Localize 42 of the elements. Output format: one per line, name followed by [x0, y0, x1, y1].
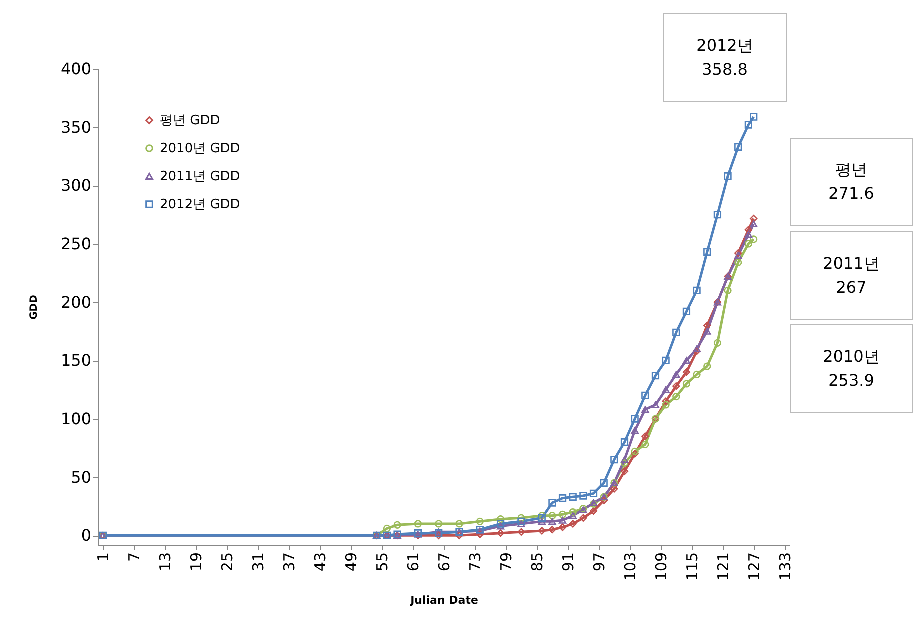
x-tick-label: 79 — [497, 552, 516, 572]
text: 2010년 253.9 — [822, 346, 881, 392]
x-tick-label: 97 — [590, 552, 608, 572]
legend-label: 2010년 GDD — [160, 142, 240, 156]
legend-label: 2011년 GDD — [160, 170, 240, 184]
x-tick-label: 7 — [126, 552, 144, 562]
y-tick-label: 150 — [60, 351, 92, 370]
x-tick-label: 13 — [156, 552, 175, 572]
x-tick-label: 91 — [559, 552, 578, 572]
y-tick-label: 350 — [60, 118, 92, 137]
x-tick-label: 127 — [745, 552, 764, 582]
y-tick-label: 100 — [60, 410, 92, 428]
x-tick-label: 37 — [280, 552, 299, 572]
x-tick-label: 103 — [621, 552, 640, 582]
x-tick-label: 67 — [436, 552, 454, 572]
y-axis-title: GDD — [28, 295, 40, 320]
annotation: 2012년 358.8 — [696, 34, 754, 80]
x-tick-label: 43 — [312, 552, 330, 572]
x-tick-label: 115 — [683, 552, 702, 582]
y-tick-label: 50 — [71, 468, 92, 487]
x-tick-label: 133 — [776, 552, 794, 582]
x-tick-label: 85 — [528, 552, 546, 572]
text: 2011년 267 — [822, 252, 881, 298]
x-tick-label: 55 — [374, 552, 392, 572]
x-tick-label: 19 — [188, 552, 206, 572]
legend-label: 2012년 GDD — [160, 198, 240, 212]
x-axis-title: Julian Date — [410, 594, 478, 608]
y-tick-label: 400 — [60, 60, 92, 78]
y-tick-label: 300 — [60, 176, 92, 196]
x-tick-label: 49 — [342, 552, 361, 572]
x-tick-label: 31 — [250, 552, 268, 572]
x-tick-label: 121 — [714, 552, 732, 582]
y-tick-label: 250 — [60, 234, 92, 254]
x-tick-label: 109 — [652, 552, 670, 582]
text: 평년 271.6 — [828, 159, 876, 205]
legend-label: 평년 GDD — [160, 114, 220, 128]
x-tick-label: 1 — [94, 552, 113, 562]
x-tick-label: 25 — [218, 552, 237, 572]
y-tick-label: 0 — [81, 526, 92, 546]
x-tick-label: 73 — [466, 552, 484, 572]
y-tick-label: 200 — [60, 292, 92, 312]
x-tick-label: 61 — [404, 552, 423, 572]
